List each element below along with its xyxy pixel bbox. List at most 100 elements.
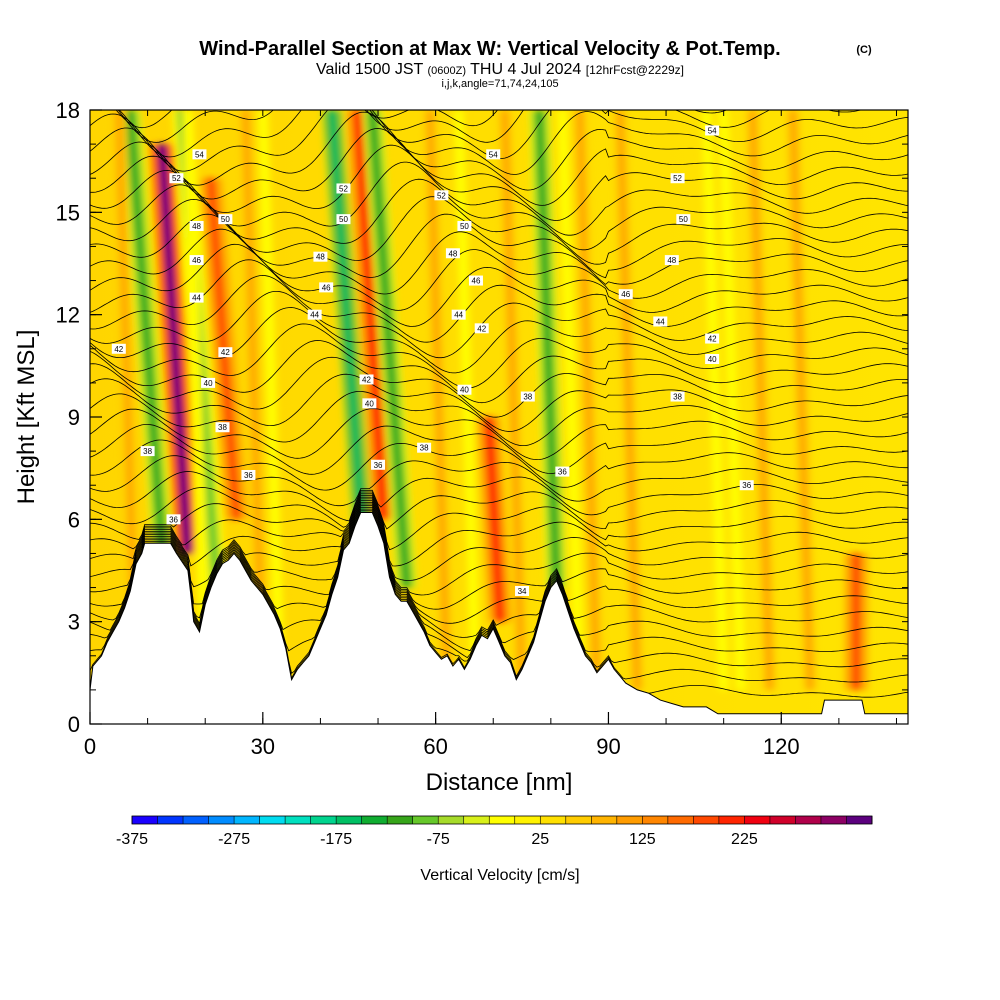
theta-label-text: 40 (365, 399, 374, 408)
theta-label-text: 48 (448, 249, 457, 258)
isentrope-line (90, 455, 908, 507)
theta-label-box (336, 214, 351, 225)
chart-subtitle-indices: i,j,k,angle=71,74,24,105 (441, 78, 558, 90)
colorbar-swatch (489, 816, 516, 824)
theta-label-text: 40 (204, 379, 213, 388)
weak-downdraft-band-5 (717, 110, 747, 690)
weak-updraft-band-6 (745, 110, 777, 690)
isentrope-line (90, 498, 908, 596)
theta-label-text: 48 (667, 256, 676, 265)
y-tick-label: 12 (56, 303, 80, 328)
theta-label-text: 44 (656, 317, 665, 326)
theta-label-box (189, 292, 204, 303)
theta-label: 44 (653, 316, 668, 327)
weak-updraft-band-2 (422, 110, 455, 690)
weak-updraft-band-5 (612, 110, 645, 690)
theta-label: 40 (362, 398, 377, 409)
theta-label-box (169, 173, 184, 184)
colorbar-swatch (514, 816, 541, 824)
y-tick-label: 18 (56, 98, 80, 123)
isentrope-line (90, 110, 908, 175)
theta-label-text: 40 (708, 355, 717, 364)
y-tick-label: 9 (68, 405, 80, 430)
theta-label: 52 (434, 190, 449, 201)
theta-label-text: 50 (679, 215, 688, 224)
theta-label-text: 52 (172, 174, 181, 183)
theta-label: 34 (515, 585, 530, 596)
downdraft-column-4-core (536, 110, 560, 588)
downdraft-column-3-core (369, 110, 410, 588)
theta-label-box (520, 391, 535, 402)
weak-downdraft-band-5-core (721, 110, 743, 690)
isentrope-line (90, 503, 908, 638)
theta-label: 40 (457, 384, 472, 395)
isentrope-line (90, 408, 908, 461)
isentrope-line (90, 495, 908, 567)
terrain (90, 512, 908, 724)
theta-label: 38 (670, 391, 685, 402)
isentrope-line (90, 356, 908, 418)
chart-subtitle: Valid 1500 JST (0600Z) THU 4 Jul 2024 [1… (316, 61, 684, 78)
theta-label-box (417, 442, 432, 453)
y-tick-label: 6 (68, 507, 80, 532)
theta-label-text: 36 (742, 481, 751, 490)
theta-label: 38 (520, 391, 535, 402)
colorbar-swatch (259, 816, 286, 824)
theta-label-box (336, 183, 351, 194)
theta-label: 54 (705, 125, 720, 136)
title-copyright-mark: (C) (856, 44, 872, 56)
colorbar-swatch (540, 816, 567, 824)
downdraft-column-3 (361, 110, 418, 588)
x-axis: 0 30 60 90 120 (84, 110, 897, 759)
theta-label-box (445, 248, 460, 259)
theta-label-box (468, 275, 483, 286)
isentrope-line (90, 487, 908, 530)
theta-label-box (451, 309, 466, 320)
weak-downdraft-band-4-core (704, 110, 726, 690)
theta-label-text: 36 (244, 471, 253, 480)
theta-label-text: 40 (460, 386, 469, 395)
colorbar-swatch (642, 816, 669, 824)
y-axis-label: Height [Kft MSL] (13, 330, 40, 505)
colorbar-swatch (412, 816, 439, 824)
x-tick-label: 0 (84, 734, 96, 759)
theta-contours (90, 110, 908, 698)
theta-label: 48 (313, 251, 328, 262)
theta-label-text: 48 (316, 253, 325, 262)
theta-label-text: 42 (477, 324, 486, 333)
updraft-column-4 (844, 553, 869, 690)
colorbar-swatch (744, 816, 771, 824)
isentrope-line (90, 243, 908, 311)
x-tick-label: 60 (423, 734, 447, 759)
weak-downdraft-band-3-core (560, 110, 582, 690)
theta-label: 52 (336, 183, 351, 194)
theta-label: 46 (618, 289, 633, 300)
chart-title: Wind-Parallel Section at Max W: Vertical… (199, 38, 780, 60)
theta-contour-labels: 42 38 36 52 54 48 46 44 40 38 50 42 36 52 50 48 46 44 42 40… (111, 125, 754, 596)
theta-label-text: 46 (472, 277, 481, 286)
isentrope-line (90, 507, 908, 660)
theta-label: 36 (241, 469, 256, 480)
colorbar-swatch (565, 816, 592, 824)
colorbar-swatch (795, 816, 822, 824)
theta-label-text: 52 (437, 191, 446, 200)
colorbar-swatch (157, 816, 184, 824)
theta-label-text: 54 (708, 126, 717, 135)
colorbar-tick-label: 125 (629, 831, 656, 848)
theta-label-box (140, 446, 155, 457)
colorbar-swatch (820, 816, 847, 824)
colorbar-swatch (132, 816, 159, 824)
theta-label: 40 (201, 377, 216, 388)
theta-label: 50 (457, 220, 472, 231)
theta-label-box (362, 398, 377, 409)
theta-label-text: 48 (192, 222, 201, 231)
theta-label-box (457, 384, 472, 395)
theta-label-box (705, 125, 720, 136)
theta-label: 38 (215, 422, 230, 433)
y-tick-label: 3 (68, 610, 80, 635)
isentrope-line (90, 228, 908, 295)
theta-label-text: 42 (221, 348, 230, 357)
colorbar: -375 -275 -175 -75 25 125 225 (116, 815, 873, 848)
theta-label-box (192, 149, 207, 160)
x-tick-label: 120 (763, 734, 800, 759)
